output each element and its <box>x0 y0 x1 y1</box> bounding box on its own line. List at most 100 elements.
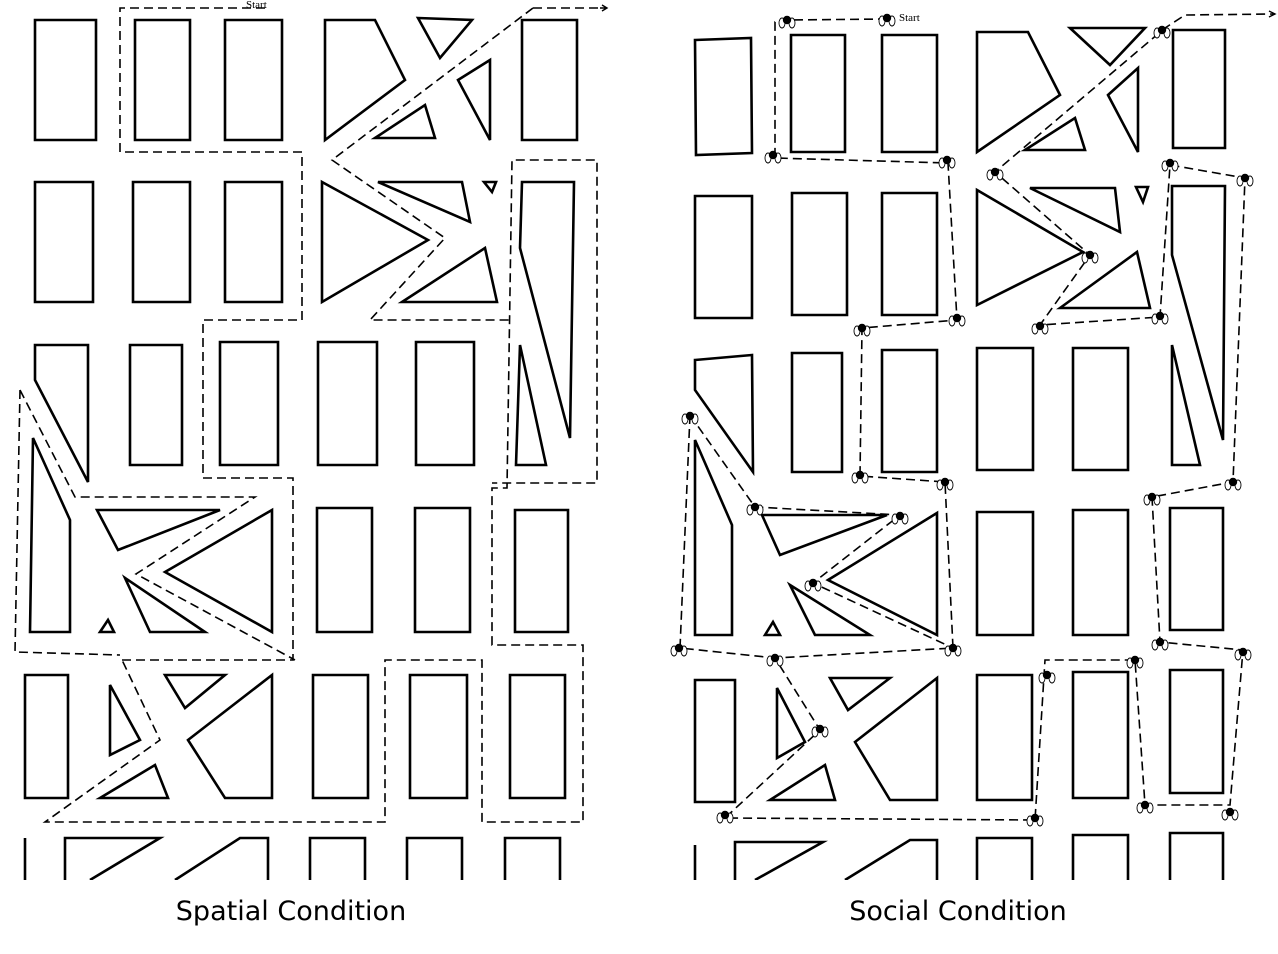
city-block <box>775 687 807 761</box>
person-figure-icon <box>1224 477 1242 491</box>
city-block <box>405 836 464 880</box>
city-block <box>693 36 754 157</box>
person-figure-icon <box>1081 250 1099 264</box>
caption-social-condition: Social Condition <box>849 896 1067 927</box>
city-block <box>520 18 579 142</box>
city-block <box>311 673 370 800</box>
person-figure-icon <box>944 643 962 657</box>
person-figure-icon <box>1026 813 1044 827</box>
city-block <box>320 179 431 305</box>
city-block <box>131 180 192 304</box>
city-block <box>503 836 562 880</box>
person-figure-icon <box>948 313 966 327</box>
city-block <box>693 439 734 637</box>
city-block <box>693 678 737 804</box>
city-block <box>456 57 492 141</box>
person-figure-icon <box>878 13 896 27</box>
city-block <box>789 33 847 154</box>
route-path <box>14 7 600 823</box>
city-block <box>513 508 570 634</box>
person-figure-icon <box>1136 800 1154 814</box>
city-block <box>95 763 170 800</box>
city-block <box>28 437 72 634</box>
route-arrow <box>1268 10 1277 18</box>
person-figure-icon <box>1153 25 1171 39</box>
person-figure-icon <box>746 502 764 516</box>
city-block <box>316 340 379 467</box>
city-block <box>827 676 894 712</box>
city-block <box>759 513 888 557</box>
route-arrow <box>600 4 609 12</box>
city-block <box>1071 346 1130 472</box>
city-block <box>33 343 90 483</box>
person-figure-icon <box>1038 670 1056 684</box>
city-block <box>308 836 367 880</box>
person-figure-icon <box>766 653 784 667</box>
person-figure-icon <box>1031 321 1049 335</box>
city-block <box>1168 831 1225 880</box>
person-figure-icon <box>851 470 869 484</box>
city-block <box>97 617 117 634</box>
city-blocks <box>693 26 1227 880</box>
person-figure-icon <box>1151 311 1169 325</box>
city-block <box>377 180 472 225</box>
city-block <box>975 187 1086 308</box>
city-block <box>186 672 274 800</box>
start-label: Start <box>899 12 920 24</box>
city-block <box>408 673 469 800</box>
city-block <box>1066 26 1149 67</box>
city-block <box>733 840 828 880</box>
city-block <box>844 838 939 880</box>
city-block <box>975 836 1034 880</box>
city-block <box>223 180 284 304</box>
person-figure-icon <box>1236 173 1254 187</box>
social-condition-map: Start <box>665 0 1278 880</box>
city-block <box>1020 115 1087 152</box>
city-block <box>825 510 939 638</box>
person-figure-icon <box>936 477 954 491</box>
city-block <box>23 673 70 800</box>
city-block <box>693 353 755 477</box>
city-block <box>315 506 374 634</box>
person-figure-icon <box>986 167 1004 181</box>
person-figure-icon <box>1221 807 1239 821</box>
person-figure-icon <box>891 511 909 525</box>
city-block <box>790 191 849 317</box>
city-block <box>765 762 837 802</box>
city-block <box>1056 249 1152 310</box>
spatial-map-svg: Start <box>14 0 609 880</box>
city-block <box>33 180 95 304</box>
city-block <box>128 343 184 467</box>
person-figure-icon <box>938 155 956 169</box>
city-block <box>413 506 472 634</box>
city-block <box>1106 65 1140 153</box>
city-block <box>108 684 142 758</box>
city-block <box>693 194 754 320</box>
city-block <box>63 836 165 880</box>
person-figure-icon <box>853 323 871 337</box>
person-figure-icon <box>804 578 822 592</box>
person-figures <box>670 13 1254 827</box>
city-block <box>975 510 1035 637</box>
person-figure-icon <box>1126 655 1144 669</box>
city-block <box>370 102 437 140</box>
city-block <box>1170 344 1202 467</box>
city-block <box>975 673 1034 802</box>
city-blocks <box>23 16 579 880</box>
city-block <box>508 673 567 800</box>
city-block <box>853 675 939 802</box>
person-figure-icon <box>1151 637 1169 651</box>
city-block <box>33 18 98 142</box>
city-block <box>880 33 939 154</box>
city-block <box>880 348 939 474</box>
city-block <box>1133 185 1150 206</box>
city-block <box>1170 184 1227 441</box>
city-block <box>1071 508 1130 637</box>
city-block <box>1168 668 1225 795</box>
city-block <box>162 673 229 710</box>
city-block <box>786 581 875 637</box>
city-block <box>1071 833 1130 880</box>
city-block <box>518 180 576 439</box>
city-block <box>121 574 210 634</box>
city-block <box>415 16 475 61</box>
